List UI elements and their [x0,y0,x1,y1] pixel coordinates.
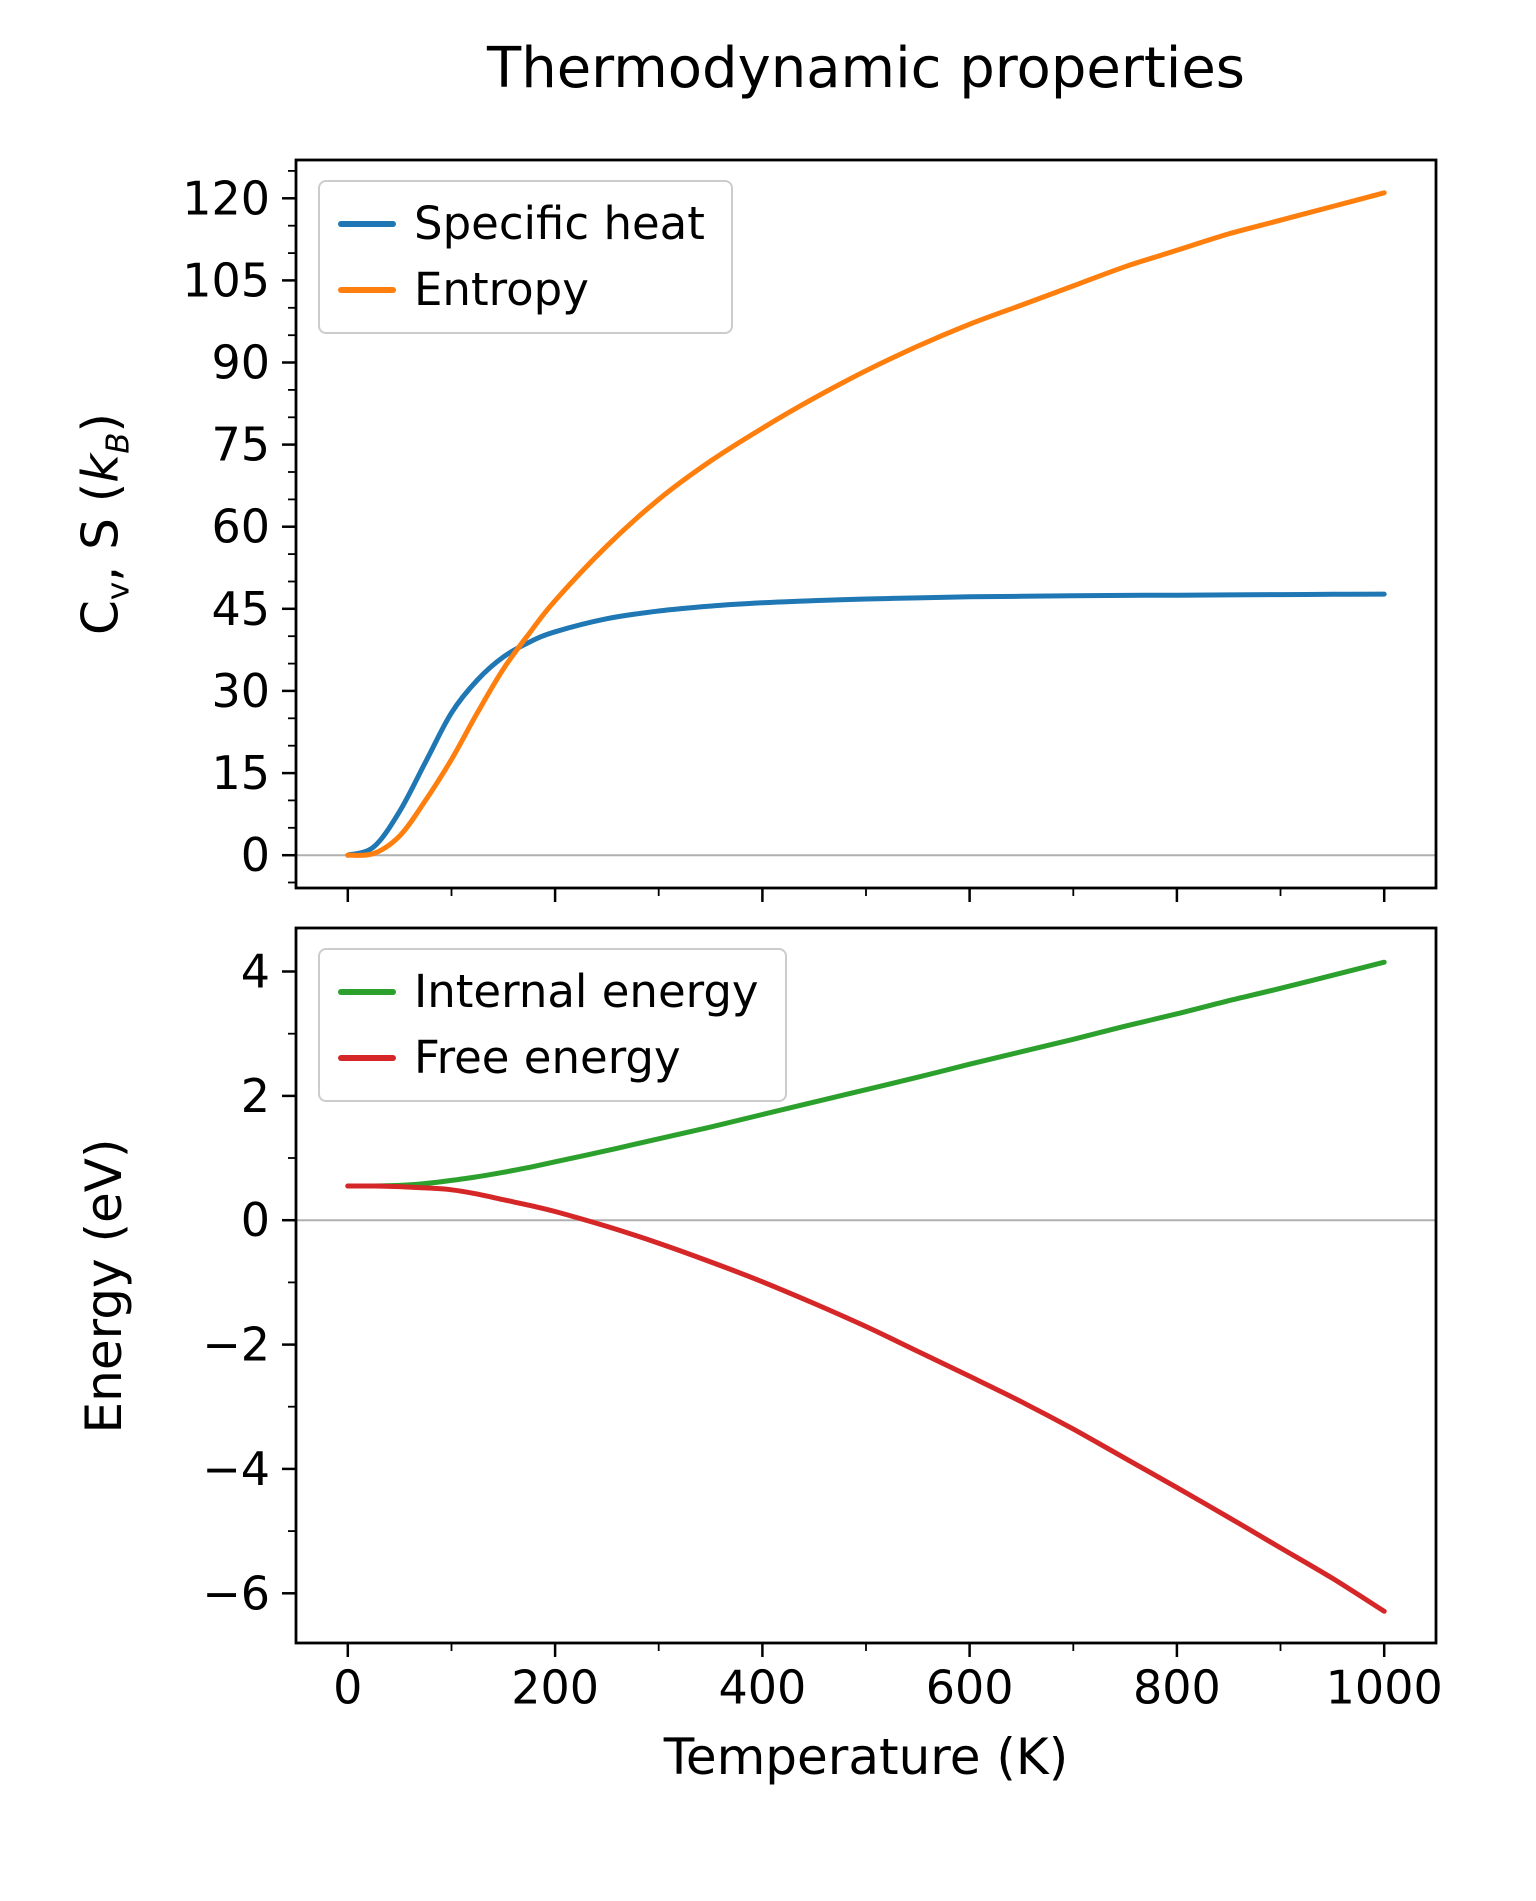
legend-line-free-energy [338,1054,396,1061]
legend-item-entropy: Entropy [338,262,705,316]
legend-line-entropy [338,286,396,293]
svg-text:15: 15 [211,746,270,800]
svg-text:1000: 1000 [1326,1660,1443,1714]
svg-text:30: 30 [211,664,270,718]
chart-title: Thermodynamic properties [487,36,1245,101]
svg-text:105: 105 [182,253,270,307]
svg-text:−4: −4 [202,1442,270,1496]
ylabel-part: ) [71,413,130,433]
svg-text:120: 120 [182,171,270,225]
svg-text:800: 800 [1133,1660,1221,1714]
legend-item-internal-energy: Internal energy [338,966,759,1018]
svg-text:0: 0 [241,828,270,882]
svg-text:2: 2 [241,1069,270,1123]
ylabel-part-italic: k [71,453,130,483]
x-axis-label: Temperature (K) [663,1728,1069,1786]
svg-text:0: 0 [333,1660,362,1714]
svg-text:75: 75 [211,418,270,472]
legend-item-free-energy: Free energy [338,1030,759,1084]
legend-label-internal-energy: Internal energy [414,965,759,1018]
svg-text:0: 0 [241,1193,270,1247]
svg-text:90: 90 [211,336,270,390]
ylabel-text: Energy (eV) [75,1138,133,1434]
svg-text:−6: −6 [202,1566,270,1620]
legend-line-internal-energy [338,988,396,995]
svg-text:200: 200 [511,1660,599,1714]
legend-energy: Internal energy Free energy [318,948,787,1102]
ylabel-part-sub: v [100,581,137,601]
svg-text:−2: −2 [202,1318,270,1372]
legend-line-specific-heat [338,220,396,227]
svg-text:4: 4 [241,945,270,999]
legend-thermal: Specific heat Entropy [318,180,733,334]
legend-label-free-energy: Free energy [414,1030,681,1084]
ylabel-part: , S ( [71,482,130,582]
legend-item-specific-heat: Specific heat [338,198,705,250]
ylabel-part-sub-italic: B [100,432,137,454]
legend-label-specific-heat: Specific heat [414,197,705,250]
svg-text:600: 600 [926,1660,1014,1714]
legend-label-entropy: Entropy [414,262,589,316]
svg-text:400: 400 [718,1660,806,1714]
y-axis-label-energy: Energy (eV) [75,1139,133,1434]
ylabel-part: C [71,600,130,635]
svg-text:60: 60 [211,500,270,554]
y-axis-label-cv-s: Cv, S (kB) [72,413,137,635]
svg-text:45: 45 [211,582,270,636]
